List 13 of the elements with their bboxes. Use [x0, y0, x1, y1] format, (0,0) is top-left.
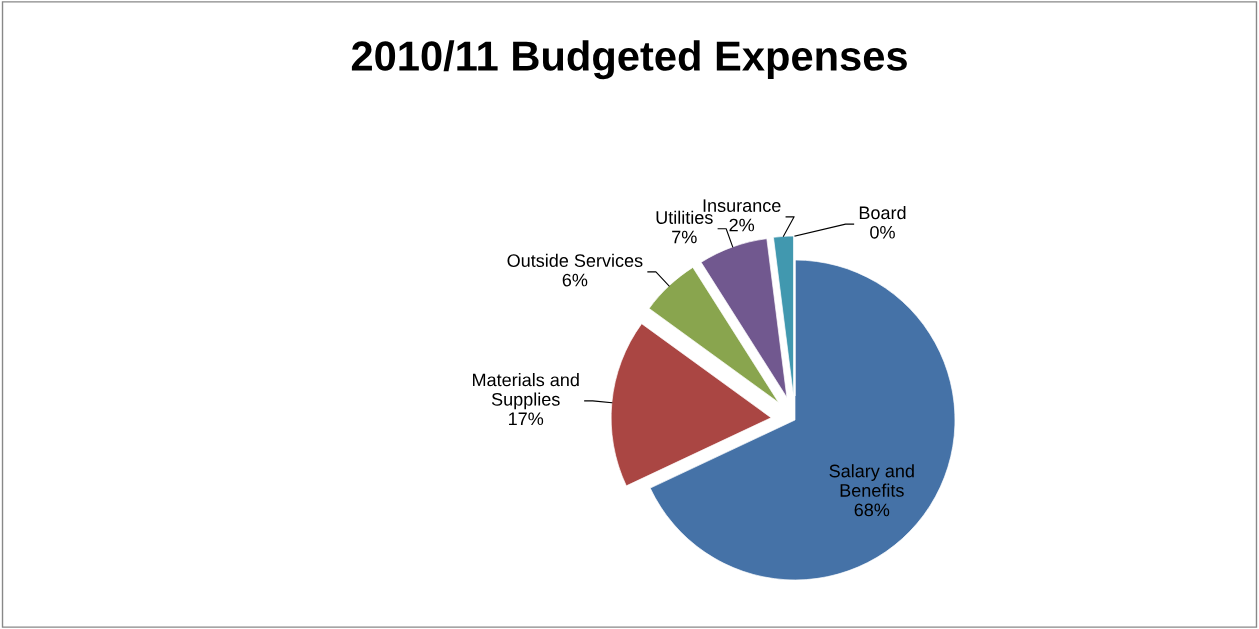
category-label: Board: [859, 205, 906, 220]
chart-title: 2010/11 Budgeted Expenses: [351, 40, 907, 80]
data-label: 2%: [729, 218, 755, 232]
slice-label: Outside Services: [507, 253, 643, 267]
data-label: 17%: [509, 412, 544, 426]
text: 0%: [870, 225, 895, 239]
slice-label: Utilities: [656, 210, 713, 224]
slice-label: Salary and Benefits: [829, 464, 914, 497]
slice-label: Insurance: [703, 199, 781, 212]
slice-label: Materials and Supplies: [473, 373, 579, 410]
data-label: 68%: [854, 503, 890, 517]
data-label: 7%: [672, 230, 697, 244]
data-label: 6%: [562, 273, 588, 287]
